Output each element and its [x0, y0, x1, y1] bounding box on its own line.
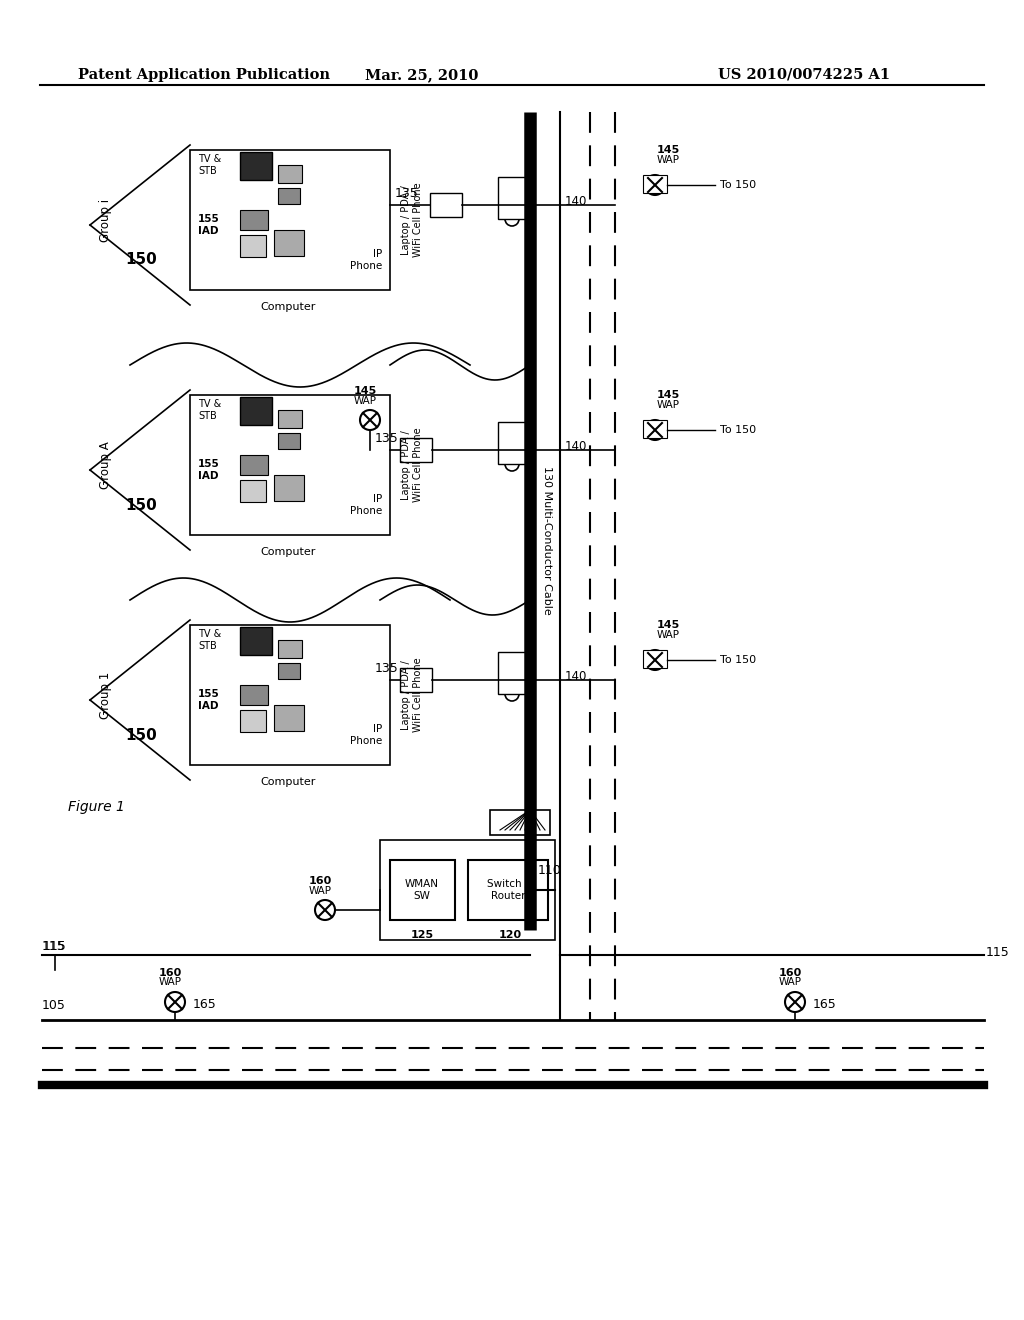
Bar — [278, 640, 302, 657]
Text: WAP: WAP — [657, 630, 680, 640]
Bar — [380, 840, 555, 940]
Text: 155
IAD: 155 IAD — [198, 689, 220, 710]
Text: Figure 1: Figure 1 — [68, 800, 125, 814]
Bar — [400, 668, 432, 692]
Bar — [240, 627, 272, 655]
Text: WAP: WAP — [353, 396, 377, 407]
Text: 135: 135 — [375, 663, 398, 675]
Text: 120: 120 — [499, 931, 521, 940]
Bar — [190, 150, 390, 290]
Text: To 150: To 150 — [720, 180, 756, 190]
Text: IP
Phone: IP Phone — [350, 494, 382, 516]
Text: Computer: Computer — [260, 777, 315, 787]
Bar — [240, 685, 268, 705]
Bar — [390, 861, 455, 920]
Text: 140: 140 — [565, 195, 588, 209]
Text: 160: 160 — [778, 968, 802, 978]
Bar — [490, 810, 550, 836]
Bar — [468, 861, 548, 920]
Text: 150: 150 — [125, 252, 157, 268]
Text: 150: 150 — [125, 498, 157, 512]
Text: 140: 140 — [565, 671, 588, 682]
Bar — [278, 187, 300, 205]
Text: US 2010/0074225 A1: US 2010/0074225 A1 — [718, 69, 890, 82]
Bar — [278, 411, 302, 428]
Text: Switch /
Router: Switch / Router — [487, 879, 528, 900]
Bar — [190, 624, 390, 766]
Bar — [278, 165, 302, 183]
Bar — [274, 475, 304, 502]
Bar — [240, 210, 268, 230]
Text: Mar. 25, 2010: Mar. 25, 2010 — [366, 69, 478, 82]
Text: 160: 160 — [159, 968, 181, 978]
Text: 145: 145 — [657, 389, 680, 400]
Text: 165: 165 — [813, 998, 837, 1011]
Text: Patent Application Publication: Patent Application Publication — [78, 69, 330, 82]
Text: 145: 145 — [353, 385, 377, 396]
Bar — [240, 480, 266, 502]
Bar — [240, 235, 266, 257]
Bar — [240, 152, 272, 180]
Bar — [278, 663, 300, 678]
Text: Computer: Computer — [260, 302, 315, 312]
Bar — [240, 710, 266, 733]
Text: 115: 115 — [42, 940, 66, 953]
Bar — [643, 649, 667, 668]
Bar — [190, 395, 390, 535]
Text: Group A: Group A — [98, 441, 112, 488]
Text: To 150: To 150 — [720, 655, 756, 665]
Bar — [498, 652, 526, 694]
Text: Laptop / PDA /
WiFi Cell Phone: Laptop / PDA / WiFi Cell Phone — [401, 182, 423, 257]
Bar — [278, 433, 300, 449]
Bar — [240, 455, 268, 475]
Text: TV &
STB: TV & STB — [198, 630, 221, 651]
Text: WAP: WAP — [657, 400, 680, 411]
Text: 125: 125 — [411, 931, 433, 940]
Bar — [498, 177, 526, 219]
Text: Laptop / PDA /
WiFi Cell Phone: Laptop / PDA / WiFi Cell Phone — [401, 428, 423, 503]
Text: TV &
STB: TV & STB — [198, 399, 221, 421]
Text: WAP: WAP — [657, 154, 680, 165]
Text: 165: 165 — [193, 998, 217, 1011]
Bar — [498, 422, 526, 465]
Text: 130 Multi-Conductor Cable: 130 Multi-Conductor Cable — [542, 466, 552, 614]
Bar — [643, 420, 667, 438]
Text: 145: 145 — [657, 620, 680, 630]
Bar — [430, 193, 462, 216]
Text: 150: 150 — [125, 727, 157, 742]
Text: Group i: Group i — [98, 198, 112, 242]
Bar — [643, 176, 667, 193]
Bar — [274, 230, 304, 256]
Bar — [274, 705, 304, 731]
Text: WMAN
SW: WMAN SW — [406, 879, 439, 900]
Bar — [240, 397, 272, 425]
Text: 135: 135 — [395, 187, 419, 201]
Text: WAP: WAP — [159, 977, 181, 987]
Text: TV &
STB: TV & STB — [198, 154, 221, 176]
Text: 115: 115 — [986, 945, 1010, 958]
Text: 105: 105 — [42, 999, 66, 1012]
Text: 155
IAD: 155 IAD — [198, 459, 220, 480]
Text: WAP: WAP — [308, 886, 332, 896]
Text: Laptop / PDA /
WiFi Cell Phone: Laptop / PDA / WiFi Cell Phone — [401, 657, 423, 733]
Text: IP
Phone: IP Phone — [350, 725, 382, 746]
Text: 160: 160 — [308, 876, 332, 886]
Text: Computer: Computer — [260, 546, 315, 557]
Text: Group 1: Group 1 — [98, 672, 112, 718]
Bar — [400, 438, 432, 462]
Text: 145: 145 — [657, 145, 680, 154]
Text: 110: 110 — [538, 863, 562, 876]
Text: WAP: WAP — [778, 977, 802, 987]
Text: 135: 135 — [375, 432, 398, 445]
Text: To 150: To 150 — [720, 425, 756, 436]
Text: 155
IAD: 155 IAD — [198, 214, 220, 236]
Text: 140: 140 — [565, 440, 588, 453]
Text: IP
Phone: IP Phone — [350, 249, 382, 271]
Text: 115: 115 — [43, 940, 67, 953]
